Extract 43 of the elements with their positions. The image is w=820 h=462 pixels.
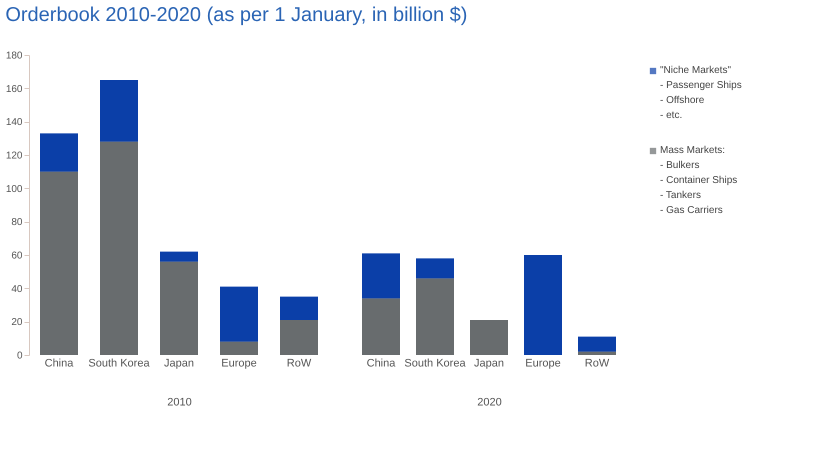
bar bbox=[220, 342, 258, 355]
x-tick-label: South Korea bbox=[88, 358, 150, 370]
bar bbox=[362, 253, 400, 298]
bar bbox=[524, 255, 562, 355]
y-tick-label: 160 bbox=[6, 84, 23, 95]
bar bbox=[416, 258, 454, 278]
x-tick-label: China bbox=[44, 358, 74, 370]
y-tick-label: 80 bbox=[11, 217, 23, 228]
bar bbox=[578, 336, 616, 352]
bar bbox=[40, 133, 78, 172]
bar bbox=[578, 352, 616, 355]
chart-title: Orderbook 2010-2020 (as per 1 January, in billion $) bbox=[5, 4, 468, 26]
y-tick-label: 60 bbox=[11, 250, 23, 262]
x-axis-title: 2010 bbox=[167, 396, 192, 408]
y-tick-label: 20 bbox=[11, 317, 23, 328]
y-tick-label: 180 bbox=[6, 50, 23, 62]
bar bbox=[470, 320, 508, 355]
y-tick-label: 100 bbox=[6, 184, 23, 195]
x-tick-label: Japan bbox=[474, 358, 504, 370]
x-tick-label: RoW bbox=[584, 358, 610, 370]
bar bbox=[40, 172, 78, 355]
bar bbox=[416, 278, 454, 355]
bar bbox=[362, 298, 400, 355]
legend-label: "Niche Markets" - Passenger Ships - Offshore - etc. bbox=[660, 65, 742, 121]
bar bbox=[280, 320, 318, 355]
bar bbox=[160, 262, 198, 355]
bar bbox=[220, 286, 258, 342]
legend-label: Mass Markets: - Bulkers - Container Ships - Tankers - Gas Carriers bbox=[660, 145, 738, 216]
y-tick-label: 0 bbox=[16, 350, 23, 362]
bar bbox=[100, 142, 138, 355]
x-tick-label: Europe bbox=[525, 358, 561, 370]
y-tick-label: 120 bbox=[6, 150, 23, 162]
bar bbox=[100, 80, 138, 142]
x-tick-label: South Korea bbox=[404, 358, 466, 370]
x-tick-label: RoW bbox=[286, 358, 312, 370]
bar bbox=[160, 252, 198, 262]
x-tick-label: Japan bbox=[164, 358, 194, 370]
x-axis-title: 2020 bbox=[477, 396, 502, 408]
bar bbox=[280, 296, 318, 320]
y-tick-label: 140 bbox=[6, 117, 23, 128]
x-tick-label: China bbox=[366, 358, 396, 370]
y-tick-label: 40 bbox=[11, 284, 23, 295]
x-tick-label: Europe bbox=[221, 358, 257, 370]
